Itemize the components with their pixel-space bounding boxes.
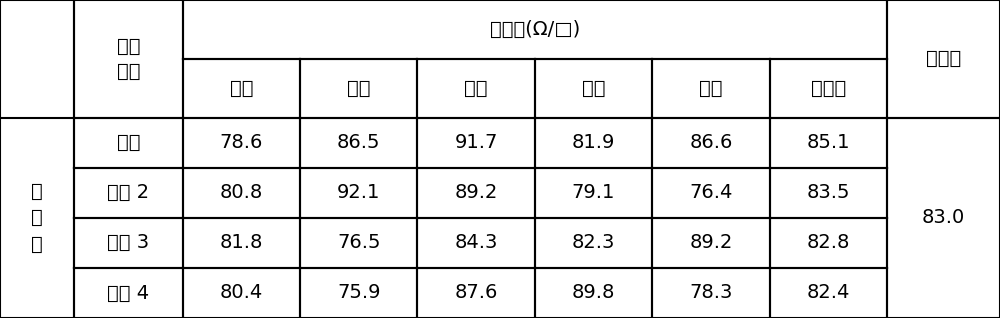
Bar: [652, 118, 770, 168]
Bar: [770, 168, 887, 218]
Bar: [300, 118, 417, 168]
Text: 左下: 左下: [582, 79, 605, 98]
Text: 83.5: 83.5: [807, 183, 850, 202]
Text: 86.6: 86.6: [689, 133, 733, 152]
Text: 89.2: 89.2: [689, 233, 733, 252]
Text: 温区 3: 温区 3: [107, 233, 149, 252]
Bar: [417, 118, 535, 168]
Text: 80.8: 80.8: [220, 183, 263, 202]
Text: 76.5: 76.5: [337, 233, 380, 252]
Bar: [770, 59, 887, 118]
Bar: [535, 168, 652, 218]
Text: 86.5: 86.5: [337, 133, 380, 152]
Bar: [183, 59, 300, 118]
Bar: [74, 118, 183, 168]
Text: 92.1: 92.1: [337, 183, 380, 202]
Bar: [535, 218, 652, 268]
Text: 89.8: 89.8: [572, 283, 615, 302]
Bar: [417, 168, 535, 218]
Bar: [887, 0, 1000, 118]
Text: 81.8: 81.8: [220, 233, 263, 252]
Bar: [0, 0, 74, 318]
Text: 78.3: 78.3: [689, 283, 733, 302]
Text: 87.6: 87.6: [454, 283, 498, 302]
Text: 85.1: 85.1: [807, 133, 850, 152]
Bar: [535, 118, 652, 168]
Text: 76.4: 76.4: [689, 183, 733, 202]
Bar: [652, 168, 770, 218]
Bar: [652, 268, 770, 318]
Bar: [183, 218, 300, 268]
Text: 82.3: 82.3: [572, 233, 615, 252]
Text: 79.1: 79.1: [572, 183, 615, 202]
Text: 81.9: 81.9: [572, 133, 615, 152]
Bar: [183, 118, 300, 168]
Text: 75.9: 75.9: [337, 283, 380, 302]
Bar: [74, 168, 183, 218]
Bar: [652, 59, 770, 118]
Bar: [652, 218, 770, 268]
Text: 右下: 右下: [699, 79, 723, 98]
Bar: [887, 118, 1000, 318]
Text: 左上: 左上: [230, 79, 253, 98]
Bar: [183, 168, 300, 218]
Bar: [300, 168, 417, 218]
Text: 温区 4: 温区 4: [107, 283, 149, 302]
Text: 炉口: 炉口: [117, 133, 140, 152]
Bar: [535, 59, 652, 118]
Text: 温区 2: 温区 2: [107, 183, 149, 202]
Text: 84.3: 84.3: [454, 233, 498, 252]
Bar: [770, 268, 887, 318]
Bar: [74, 0, 183, 118]
Text: 片均值: 片均值: [811, 79, 846, 98]
Bar: [300, 268, 417, 318]
Text: 对
比
例: 对 比 例: [31, 182, 43, 254]
Bar: [417, 59, 535, 118]
Bar: [74, 268, 183, 318]
Bar: [535, 268, 652, 318]
Bar: [300, 59, 417, 118]
Text: 89.2: 89.2: [454, 183, 498, 202]
Text: 83.0: 83.0: [922, 208, 965, 227]
Bar: [183, 0, 887, 59]
Text: 91.7: 91.7: [454, 133, 498, 152]
Bar: [300, 218, 417, 268]
Bar: [183, 268, 300, 318]
Bar: [74, 218, 183, 268]
Text: 80.4: 80.4: [220, 283, 263, 302]
Text: 组均值: 组均值: [926, 49, 961, 68]
Text: 中间: 中间: [464, 79, 488, 98]
Text: 82.8: 82.8: [807, 233, 850, 252]
Text: 方阱值(Ω/□): 方阱值(Ω/□): [490, 20, 580, 39]
Text: 右上: 右上: [347, 79, 370, 98]
Bar: [417, 268, 535, 318]
Bar: [770, 118, 887, 168]
Bar: [417, 218, 535, 268]
Bar: [770, 218, 887, 268]
Text: 82.4: 82.4: [807, 283, 850, 302]
Text: 硅片
位置: 硅片 位置: [117, 37, 140, 81]
Text: 78.6: 78.6: [220, 133, 263, 152]
